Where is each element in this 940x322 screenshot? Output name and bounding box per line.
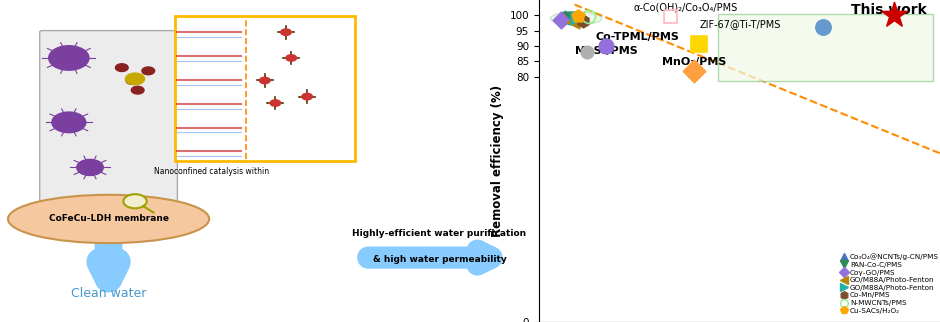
- Text: MoS₂/PMS: MoS₂/PMS: [575, 46, 638, 56]
- Ellipse shape: [550, 12, 602, 25]
- FancyBboxPatch shape: [175, 16, 354, 161]
- Circle shape: [302, 93, 312, 100]
- Point: [815, 24, 830, 30]
- Text: Nanoconfined catalysis within: Nanoconfined catalysis within: [154, 167, 270, 176]
- Ellipse shape: [8, 195, 210, 243]
- Point: [575, 18, 590, 24]
- Point: [566, 20, 581, 25]
- Point: [557, 14, 572, 19]
- Circle shape: [259, 77, 270, 84]
- Text: This work: This work: [852, 4, 927, 17]
- Point: [663, 14, 678, 19]
- Circle shape: [52, 112, 86, 133]
- Circle shape: [286, 55, 296, 61]
- Circle shape: [123, 194, 147, 208]
- FancyBboxPatch shape: [718, 14, 932, 81]
- Text: Clean water: Clean water: [70, 287, 147, 299]
- Y-axis label: Removal efficiency (%): Removal efficiency (%): [491, 85, 504, 237]
- Point: [692, 42, 707, 47]
- Point: [561, 16, 576, 21]
- Circle shape: [116, 64, 128, 71]
- Circle shape: [132, 86, 144, 94]
- Point: [571, 14, 586, 19]
- Point: [554, 17, 569, 23]
- Text: α-Co(OH)₂/Co₃O₄/PMS: α-Co(OH)₂/Co₃O₄/PMS: [634, 2, 738, 12]
- Legend: Co₃O₄@NCNTs/g-CN/PMS, PAN-Co-C/PMS, Coγ-GO/PMS, GO/M88A/Photo-Fenton, GO/M88A/Ph: Co₃O₄@NCNTs/g-CN/PMS, PAN-Co-C/PMS, Coγ-…: [839, 252, 940, 315]
- Point: [570, 15, 585, 20]
- Point: [599, 43, 614, 49]
- Text: CoFeCu-LDH membrane: CoFeCu-LDH membrane: [49, 214, 168, 223]
- Text: MnO₂/PMS: MnO₂/PMS: [662, 57, 727, 68]
- Point: [686, 68, 701, 73]
- Circle shape: [126, 77, 139, 84]
- Point: [579, 50, 594, 55]
- Text: Co-TPML/PMS: Co-TPML/PMS: [595, 32, 680, 42]
- Circle shape: [281, 29, 291, 35]
- Text: ZIF-67@Ti-T/PMS: ZIF-67@Ti-T/PMS: [699, 19, 781, 29]
- Circle shape: [77, 159, 103, 175]
- Circle shape: [49, 46, 89, 70]
- Text: & high water permeability: & high water permeability: [372, 255, 507, 264]
- Circle shape: [142, 67, 154, 75]
- Text: Highly-efficient water purification: Highly-efficient water purification: [352, 229, 526, 238]
- FancyBboxPatch shape: [39, 31, 178, 211]
- Point: [886, 13, 901, 18]
- Circle shape: [270, 100, 281, 106]
- Circle shape: [126, 73, 145, 85]
- Point: [582, 14, 597, 19]
